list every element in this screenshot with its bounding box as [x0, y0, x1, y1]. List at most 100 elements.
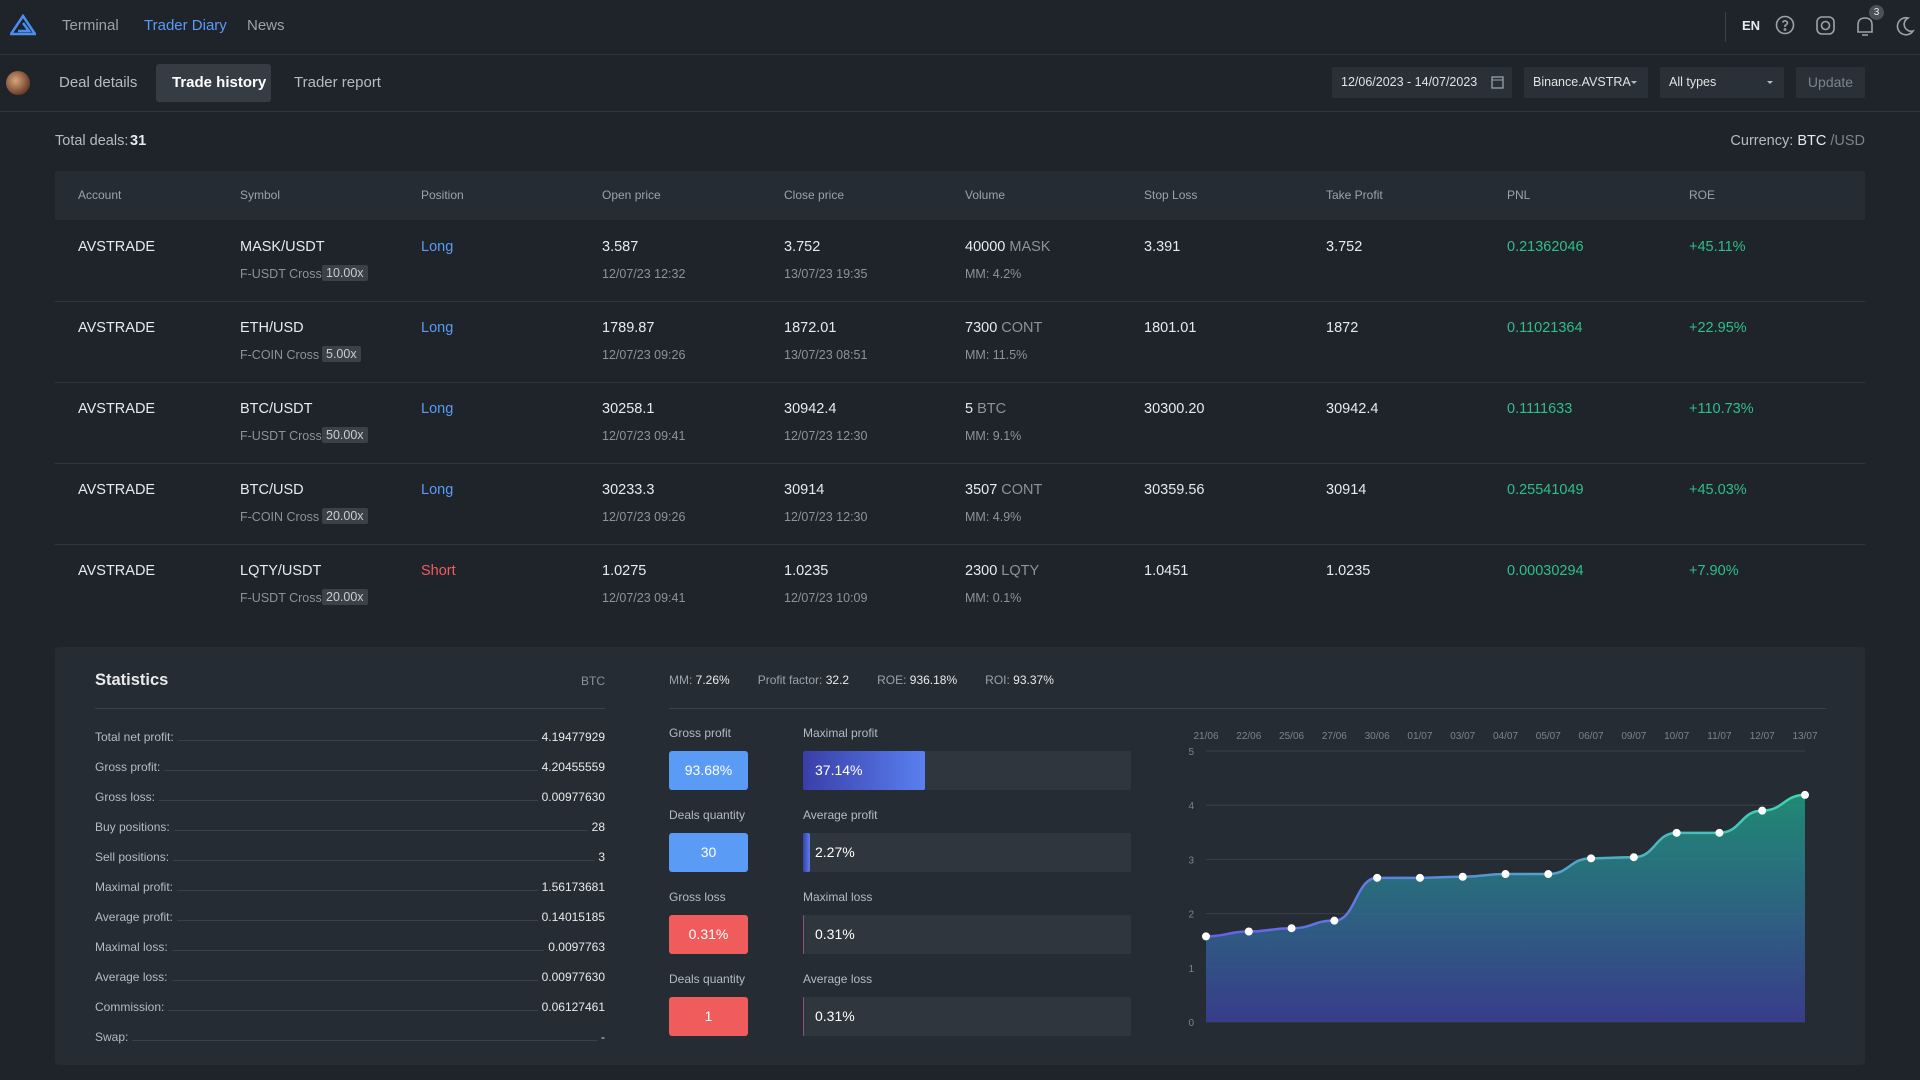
column-header: ROE	[1689, 188, 1716, 202]
volume-cell: 7300 CONT	[965, 320, 1042, 336]
stop-loss: 30300.20	[1144, 401, 1205, 417]
tab[interactable]: Trader report	[294, 74, 381, 91]
nav-link[interactable]: News	[247, 17, 285, 34]
roe: +110.73%	[1689, 401, 1754, 417]
metric-value: 936.18%	[909, 673, 958, 687]
tab-active[interactable]: Trade history	[156, 64, 271, 102]
close-time: 13/07/23 08:51	[784, 348, 868, 362]
language[interactable]: EN	[1742, 18, 1761, 33]
bar-fill	[803, 997, 805, 1036]
bar-title: Average profit	[803, 808, 878, 822]
stat-row: Sell positions: 3	[95, 846, 605, 864]
account: AVSTRADE	[78, 239, 156, 255]
open-price: 1.0275	[602, 563, 647, 579]
nav-link[interactable]: Terminal	[62, 17, 119, 34]
stat-box: 30	[669, 833, 748, 872]
help-icon[interactable]	[1775, 15, 1795, 35]
stat-leader	[159, 800, 538, 801]
volume: 7300	[965, 320, 998, 336]
leverage: 20.00x	[322, 508, 368, 524]
pnl: 0.1111633	[1507, 401, 1573, 417]
type-select[interactable]: All types	[1660, 67, 1784, 98]
stat-box: 1	[669, 997, 748, 1036]
stat-label: Gross loss:	[95, 790, 156, 804]
close-price: 1872.01	[784, 320, 837, 336]
logo[interactable]	[10, 14, 36, 36]
volume-cell: 40000 MASK	[965, 239, 1050, 255]
take-profit: 1872	[1326, 320, 1359, 336]
column-header: Stop Loss	[1144, 188, 1198, 202]
close-time: 12/07/23 10:09	[784, 591, 868, 605]
total-deals: 31	[130, 133, 147, 149]
notifications-icon[interactable]	[1857, 17, 1873, 36]
tab[interactable]: Deal details	[59, 74, 138, 91]
divider	[669, 708, 1826, 709]
stat-value: 28	[591, 820, 605, 834]
volume-cell: 5 BTC	[965, 401, 1006, 417]
close-price: 3.752	[784, 239, 821, 255]
bar-label: 37.14%	[815, 762, 863, 778]
metrics: MM: 7.26% Profit factor: 32.2 ROE: 936.18%…	[669, 673, 1054, 687]
currency-quote[interactable]: /USD	[1830, 133, 1865, 149]
stat-leader	[173, 860, 595, 861]
metric: ROI: 93.37%	[985, 673, 1054, 687]
volume-cell: 2300 LQTY	[965, 563, 1039, 579]
volume-cell: 3507 CONT	[965, 482, 1042, 498]
metric: Profit factor: 32.2	[758, 673, 849, 687]
pnl: 0.21362046	[1507, 239, 1584, 255]
stat-label: Sell positions:	[95, 850, 170, 864]
stat-leader	[177, 890, 538, 891]
open-time: 12/07/23 09:26	[602, 348, 686, 362]
row-divider	[55, 544, 1865, 545]
volume-unit: MASK	[1009, 239, 1051, 255]
stat-label: Gross profit:	[95, 760, 161, 774]
column-header: Open price	[602, 188, 661, 202]
stat-row: Gross loss: 0.00977630	[95, 786, 605, 804]
open-time: 12/07/23 09:26	[602, 510, 686, 524]
metric-value: 93.37%	[1013, 673, 1054, 687]
stat-leader	[171, 950, 545, 951]
stat-row: Total net profit: 4.19477929	[95, 726, 605, 744]
stat-row: Maximal profit: 1.56173681	[95, 876, 605, 894]
symbol: MASK/USDT	[240, 239, 325, 255]
pnl: 0.25541049	[1507, 482, 1584, 498]
position: Long	[421, 239, 454, 255]
nav-link[interactable]: Trader Diary	[144, 17, 227, 34]
column-header: Position	[421, 188, 464, 202]
stat-value: 0.0097763	[548, 940, 605, 954]
open-time: 12/07/23 09:41	[602, 591, 686, 605]
stats-title: Statistics	[95, 671, 169, 689]
stop-loss: 1801.01	[1144, 320, 1197, 336]
account-select[interactable]: Binance.AVSTRA	[1524, 67, 1648, 98]
update-button[interactable]: Update	[1796, 67, 1865, 98]
stat-leader	[132, 1040, 597, 1041]
column-header: PNL	[1507, 188, 1531, 202]
bar-title: Maximal profit	[803, 726, 878, 740]
symbol: BTC/USDT	[240, 401, 313, 417]
open-price: 1789.87	[602, 320, 655, 336]
divider	[95, 708, 605, 709]
pnl: 0.11021364	[1507, 320, 1583, 336]
bar-fill	[803, 751, 925, 790]
theme-icon[interactable]	[1896, 16, 1915, 36]
support-icon[interactable]	[1816, 16, 1835, 35]
account: AVSTRADE	[78, 482, 156, 498]
open-price: 30258.1	[602, 401, 655, 417]
avatar[interactable]	[6, 71, 30, 95]
currency-base[interactable]: BTC	[1797, 133, 1827, 149]
metric-label: MM:	[669, 673, 693, 687]
metric-value: 7.26%	[695, 673, 730, 687]
bar-title: Average loss	[803, 972, 873, 986]
total-deals-label: Total deals:	[55, 133, 129, 149]
roe: +45.03%	[1689, 482, 1747, 498]
date-range[interactable]: 12/06/2023 - 14/07/2023	[1332, 67, 1512, 98]
account: AVSTRADE	[78, 401, 156, 417]
box-title: Gross profit	[669, 726, 732, 740]
stats-unit: BTC	[581, 674, 605, 688]
stat-leader	[168, 1010, 538, 1011]
volume: 3507	[965, 482, 998, 498]
volume-unit: BTC	[977, 401, 1007, 417]
close-time: 12/07/23 12:30	[784, 429, 868, 443]
stat-leader	[173, 830, 588, 831]
